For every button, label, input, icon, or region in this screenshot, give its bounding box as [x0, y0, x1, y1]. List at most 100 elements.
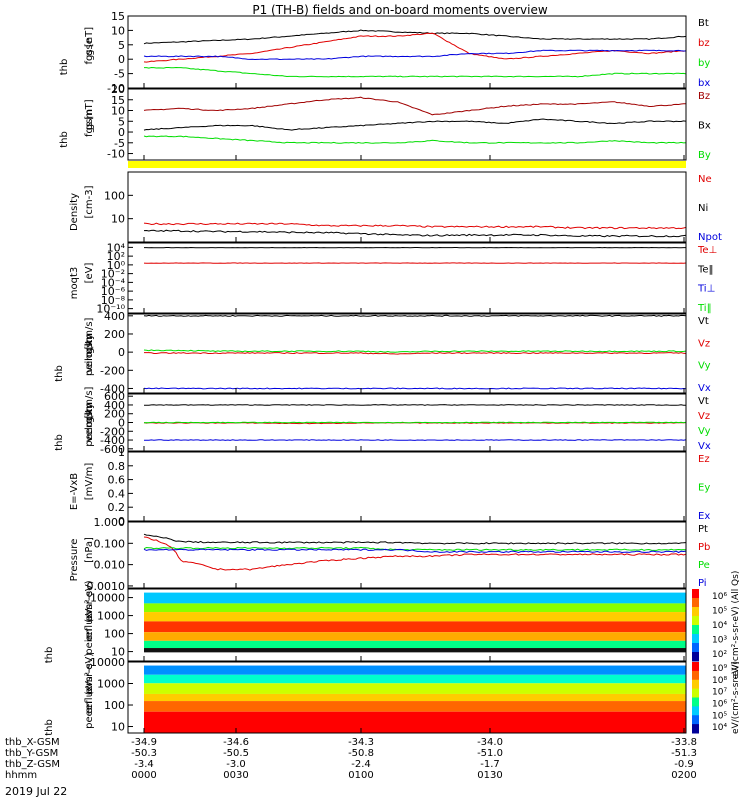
- series-line-Bt: [144, 30, 686, 44]
- colorbar-tick-label: 10³: [712, 635, 727, 645]
- spectrogram-band: [144, 641, 686, 648]
- colorbar-tick-label: 10⁹: [712, 664, 727, 674]
- y-axis-label-line: [km/s]: [84, 317, 95, 349]
- spectrogram-band: [144, 621, 686, 632]
- colorbar-tick-label: 10⁵: [712, 711, 727, 721]
- legend-entry: Npot: [698, 232, 722, 243]
- colorbar-segment: [692, 671, 699, 680]
- orbit-value: 0000: [131, 770, 156, 781]
- y-axis-label-line: [nT]: [84, 27, 95, 47]
- y-axis-label-line: thb: [54, 434, 65, 451]
- orbit-value: -3.4: [134, 759, 154, 770]
- series-line-Ne: [144, 223, 686, 229]
- colorbar-segment: [692, 589, 699, 599]
- panel-8: 0.00100.0100.1001.000Pressure[nPa]PtPbPe…: [69, 516, 710, 593]
- y-tick-label: 5: [118, 39, 125, 52]
- legend-entry: Bx: [698, 121, 711, 132]
- legend-entry: Pe: [698, 560, 710, 571]
- colorbar-segment: [692, 706, 699, 715]
- y-axis-label-line: sr-eV): [84, 653, 95, 682]
- y-tick-label: 10: [111, 721, 125, 734]
- spectrogram-band: [144, 612, 686, 621]
- y-tick-label: 0.6: [108, 474, 126, 487]
- legend-entry: bx: [698, 78, 710, 89]
- orbit-value: -0.9: [674, 759, 694, 770]
- legend-entry: Ni: [698, 203, 708, 214]
- spectrogram-band: [144, 694, 686, 701]
- panel-frame: [128, 16, 686, 88]
- orbit-value: -2.4: [351, 759, 371, 770]
- panels: -10-5051015thbfgsgse[nT]Btbzbybx-10-5051…: [44, 10, 741, 736]
- legend-entry: Ti‖: [697, 303, 712, 314]
- y-axis-label-line: thb: [44, 647, 55, 664]
- y-axis-label-line: [nT]: [84, 99, 95, 119]
- orbit-value: -34.6: [223, 737, 249, 748]
- colorbar-segment: [692, 652, 699, 662]
- y-tick-label: 1000: [97, 610, 125, 623]
- legend-entry: Te⊥: [697, 245, 717, 256]
- panel-4: 10⁴10²10⁰10⁻²10⁻⁴10⁻⁶10⁻⁸10⁻¹⁰moqt3[eV]T…: [69, 241, 717, 315]
- legend-entry: Vt: [698, 316, 709, 327]
- y-axis-label-line: [cm-3]: [84, 185, 95, 218]
- colorbar-segment: [692, 607, 699, 617]
- y-axis-label-line: [nPa]: [84, 537, 95, 563]
- y-tick-label: 0: [118, 53, 125, 66]
- legend-entry: By: [698, 150, 711, 161]
- colorbar-tick-label: 10⁴: [712, 621, 727, 631]
- series-line-Pt: [144, 534, 686, 544]
- y-tick-label: 1: [118, 446, 125, 459]
- y-tick-label: 0: [118, 346, 125, 359]
- legend-entry: Ey: [698, 483, 710, 494]
- series-line-Ni: [144, 230, 686, 237]
- y-axis-label-line: [eV]: [84, 263, 95, 284]
- y-tick-label: 0.8: [108, 460, 126, 473]
- y-tick-label: 10: [111, 213, 125, 226]
- colorbar-segment: [692, 616, 699, 626]
- y-tick-label: -5: [114, 68, 125, 81]
- orbit-value: -33.8: [671, 737, 697, 748]
- y-tick-label: 1.000: [94, 516, 126, 529]
- y-tick-label: -200: [100, 364, 125, 377]
- series-line-Bz: [144, 97, 686, 115]
- colorbar-tick-label: 10²: [712, 650, 727, 660]
- orbit-value: -34.9: [131, 737, 157, 748]
- panel-frame: [128, 89, 686, 160]
- legend-entry: Vx: [698, 383, 711, 394]
- spectrogram-band: [144, 683, 686, 694]
- plot-title: P1 (TH-B) fields and on-board moments ov…: [252, 3, 548, 17]
- series-line-Vy: [144, 350, 686, 352]
- colorbar-tick-label: 10⁵: [712, 607, 727, 617]
- colorbar-segment: [692, 724, 699, 733]
- y-axis-label-line: sr-eV): [84, 580, 95, 609]
- colorbar-segment: [692, 689, 699, 698]
- series-line-bx: [144, 50, 686, 59]
- panel-frame: [128, 243, 686, 313]
- spectrogram-band: [144, 603, 686, 612]
- orbit-value: 0100: [348, 770, 373, 781]
- colorbar-tick-label: 10⁴: [712, 723, 727, 733]
- colorbar-segment: [692, 662, 699, 671]
- y-axis-label: E=-VxB[mV/m]: [69, 463, 95, 511]
- legend-entry: Pb: [698, 542, 710, 553]
- orbit-value: -51.3: [671, 748, 697, 759]
- status-bar: [128, 161, 686, 168]
- y-axis-label-line: E=-VxB: [69, 473, 80, 510]
- y-tick-label: 20: [111, 83, 125, 96]
- colorbar-label: eV/(cm²-s-sr-eV): [731, 661, 741, 734]
- legend-entry: bz: [698, 38, 710, 49]
- orbit-value: -1.7: [480, 759, 500, 770]
- y-axis-label-line: thb: [59, 59, 70, 76]
- orbit-value: -50.3: [131, 748, 157, 759]
- colorbar-segment: [692, 715, 699, 724]
- colorbar-segment: [692, 625, 699, 635]
- legend-entry: Te‖: [697, 264, 714, 275]
- y-tick-label: 0.010: [94, 559, 126, 572]
- y-axis-label-line: Pressure: [69, 539, 80, 582]
